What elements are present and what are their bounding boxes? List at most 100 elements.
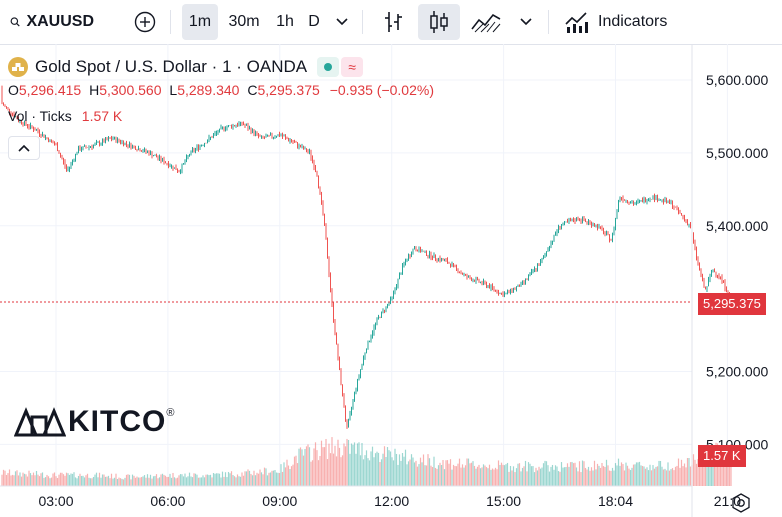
volume-bar xyxy=(100,477,102,486)
x-tick-label: 12:00 xyxy=(374,493,409,509)
kitco-logo: KITCO ® xyxy=(14,405,174,439)
volume-bar xyxy=(367,458,369,486)
volume-bar xyxy=(196,474,198,486)
volume-bar xyxy=(158,477,161,486)
volume-bar xyxy=(554,465,557,486)
symbol-label: XAUUSD xyxy=(26,13,94,30)
price-chart[interactable]: 5,600.0005,500.0005,400.0005,200.0005,10… xyxy=(0,44,782,517)
volume-bar xyxy=(112,478,114,486)
symbol-search[interactable]: XAUUSD xyxy=(8,4,94,40)
volume-bar xyxy=(445,460,447,486)
volume-bar xyxy=(718,460,720,486)
volume-bar xyxy=(569,462,572,486)
volume-bar xyxy=(251,475,254,486)
volume-bar xyxy=(202,475,204,486)
volume-bar xyxy=(494,467,497,486)
volume-bar xyxy=(728,449,731,486)
volume-bar xyxy=(719,450,722,486)
volume-bar xyxy=(410,454,413,486)
volume-bar xyxy=(721,460,723,486)
indicators-button[interactable]: Indicators xyxy=(560,4,684,40)
volume-bar xyxy=(176,477,179,486)
volume-bar xyxy=(151,478,153,486)
volume-bar xyxy=(13,475,15,486)
volume-bar xyxy=(602,466,605,486)
volume-bar xyxy=(388,450,390,486)
volume-bar xyxy=(67,473,69,486)
interval-d-button[interactable]: D xyxy=(302,4,326,40)
volume-bar xyxy=(308,447,311,486)
price-axis[interactable]: 5,600.0005,500.0005,400.0005,200.0005,10… xyxy=(706,72,768,452)
volume-bar xyxy=(400,460,402,486)
volume-bar xyxy=(350,443,353,486)
volume-bar xyxy=(622,464,624,486)
volume-bar xyxy=(218,473,221,486)
volume-bar xyxy=(52,473,54,486)
interval-dropdown[interactable] xyxy=(330,4,354,40)
interval-30m-button[interactable]: 30m xyxy=(224,4,264,40)
volume-bar xyxy=(197,477,200,486)
chart-type-dropdown[interactable] xyxy=(514,4,538,40)
data-delay-badge[interactable]: ≈ xyxy=(341,57,364,77)
compare-add-button[interactable] xyxy=(130,4,160,40)
volume-bar xyxy=(68,474,71,486)
volume-bar xyxy=(35,470,38,486)
volume-bar xyxy=(655,466,657,486)
collapse-legend-button[interactable] xyxy=(8,136,40,160)
volume-bar xyxy=(59,472,62,486)
interval-1h-button[interactable]: 1h xyxy=(270,4,300,40)
volume-bar xyxy=(427,454,429,486)
volume-bar xyxy=(178,475,180,486)
volume-bar xyxy=(398,454,401,486)
volume-bar xyxy=(206,474,209,486)
volume-bar xyxy=(706,455,708,486)
volume-bar xyxy=(203,477,206,486)
volume-bar xyxy=(512,466,515,486)
volume-bar xyxy=(245,471,248,486)
volume-bar xyxy=(28,470,30,486)
volume-bar xyxy=(575,467,578,486)
market-status-badge[interactable] xyxy=(317,57,340,77)
volume-bar xyxy=(566,463,569,486)
volume-bar xyxy=(164,475,167,486)
volume-bar xyxy=(349,453,351,486)
volume-bar xyxy=(190,476,192,486)
volume-bar xyxy=(209,474,212,486)
interval-1m-button[interactable]: 1m xyxy=(182,4,218,40)
volume-bar xyxy=(434,467,437,486)
volume-bar xyxy=(500,462,503,486)
volume-bar xyxy=(442,460,444,486)
volume-bar xyxy=(98,472,101,486)
volume-bar xyxy=(362,459,365,486)
volume-bar xyxy=(83,477,86,486)
volume-bar xyxy=(149,474,152,486)
volume-bar xyxy=(139,477,141,486)
volume-bar xyxy=(94,474,96,486)
volume-bar xyxy=(169,473,171,486)
volume-bar xyxy=(29,473,32,486)
volume-bar xyxy=(419,457,422,486)
volume-bar xyxy=(394,448,396,486)
market-open-dot-icon xyxy=(324,63,333,71)
volume-bar xyxy=(647,470,650,486)
time-axis[interactable]: 03:00 06:00 09:00 12:00 15:00 18:04 21:0 xyxy=(38,493,741,509)
volume-bar xyxy=(614,463,617,486)
volume-bar xyxy=(193,473,195,486)
volume-bar xyxy=(607,465,609,486)
volume-bar xyxy=(610,470,612,486)
volume-bar xyxy=(14,471,17,486)
volume-bar xyxy=(115,473,117,486)
volume-bar xyxy=(574,462,576,486)
volume-bar xyxy=(599,467,602,486)
bar-style-button[interactable] xyxy=(376,4,410,40)
volume-bar xyxy=(364,455,366,486)
volume-bar xyxy=(368,460,371,486)
volume-bar xyxy=(703,451,705,486)
area-style-button[interactable] xyxy=(468,4,504,40)
volume-bar xyxy=(593,460,596,486)
volume-bar xyxy=(629,470,632,486)
candles-style-button[interactable] xyxy=(418,4,460,40)
volume-bar xyxy=(323,447,326,486)
volume-bar xyxy=(137,477,140,486)
settings-icon[interactable] xyxy=(732,493,750,513)
